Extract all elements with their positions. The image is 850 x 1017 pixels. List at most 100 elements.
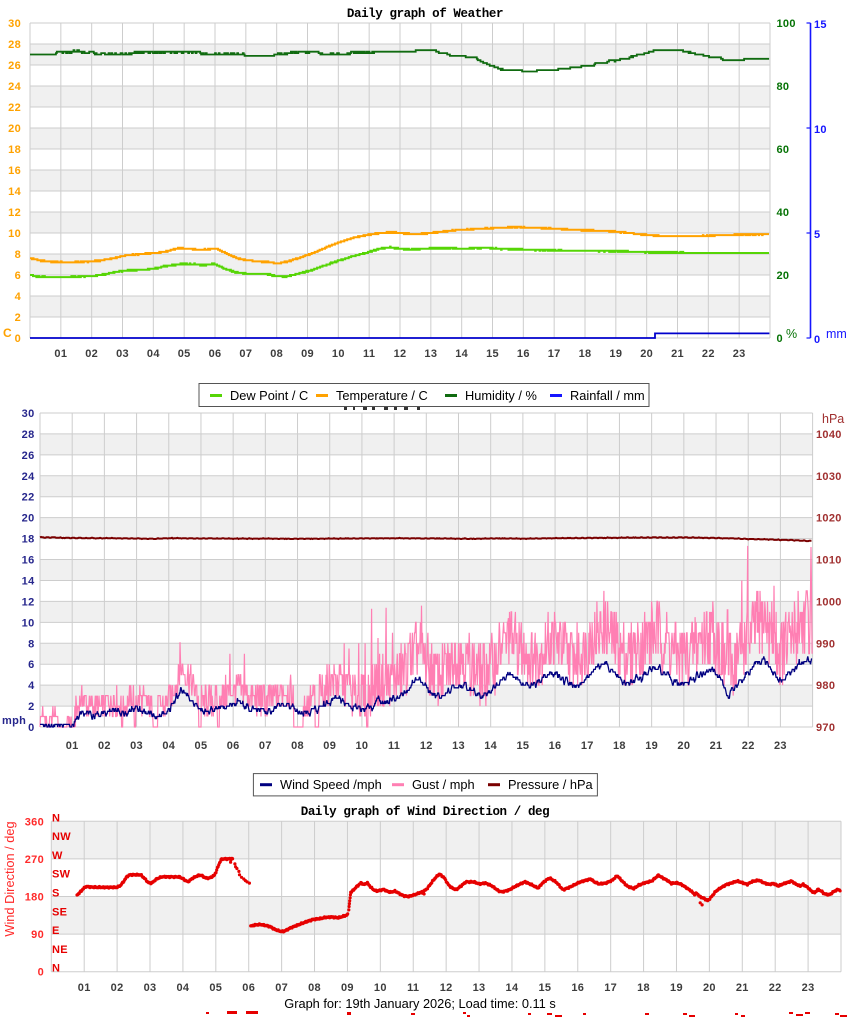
svg-text:03: 03 bbox=[144, 982, 157, 994]
svg-text:21: 21 bbox=[736, 982, 749, 994]
svg-text:06: 06 bbox=[227, 740, 240, 752]
svg-text:15: 15 bbox=[814, 19, 827, 31]
svg-text:16: 16 bbox=[8, 165, 21, 177]
svg-text:14: 14 bbox=[8, 186, 21, 198]
svg-text:Temperature / C: Temperature / C bbox=[336, 388, 428, 403]
svg-text:mph: mph bbox=[2, 715, 26, 727]
svg-text:4: 4 bbox=[15, 291, 22, 303]
svg-text:23: 23 bbox=[802, 982, 815, 994]
svg-text:5: 5 bbox=[814, 229, 820, 241]
svg-text:18: 18 bbox=[637, 982, 650, 994]
svg-text:Rainfall / mm: Rainfall / mm bbox=[570, 388, 645, 403]
svg-text:16: 16 bbox=[549, 740, 562, 752]
svg-text:Daily graph of Weather: Daily graph of Weather bbox=[347, 7, 503, 21]
svg-text:20: 20 bbox=[777, 270, 790, 282]
svg-text:SE: SE bbox=[52, 906, 67, 918]
svg-text:0: 0 bbox=[777, 333, 783, 345]
svg-text:14: 14 bbox=[22, 575, 35, 587]
svg-text:W: W bbox=[52, 850, 63, 862]
svg-text:N: N bbox=[52, 963, 60, 975]
svg-text:11: 11 bbox=[407, 982, 419, 994]
svg-text:90: 90 bbox=[31, 929, 44, 941]
svg-text:14: 14 bbox=[506, 982, 519, 994]
svg-text:18: 18 bbox=[22, 534, 35, 546]
svg-text:2: 2 bbox=[15, 312, 21, 324]
svg-text:19: 19 bbox=[609, 348, 622, 360]
svg-text:0: 0 bbox=[15, 333, 21, 345]
svg-text:10: 10 bbox=[332, 348, 345, 360]
svg-text:1020: 1020 bbox=[816, 513, 842, 525]
svg-text:22: 22 bbox=[742, 740, 755, 752]
svg-text:980: 980 bbox=[816, 680, 835, 692]
svg-text:12: 12 bbox=[8, 207, 21, 219]
svg-text:07: 07 bbox=[259, 740, 272, 752]
svg-text:17: 17 bbox=[548, 348, 561, 360]
svg-text:26: 26 bbox=[22, 450, 35, 462]
svg-text:02: 02 bbox=[85, 348, 98, 360]
svg-text:02: 02 bbox=[98, 740, 111, 752]
svg-text:18: 18 bbox=[579, 348, 592, 360]
svg-text:S: S bbox=[52, 888, 60, 900]
svg-text:03: 03 bbox=[130, 740, 143, 752]
svg-text:10: 10 bbox=[8, 228, 21, 240]
svg-text:4: 4 bbox=[28, 680, 35, 692]
svg-text:04: 04 bbox=[147, 348, 160, 360]
svg-text:360: 360 bbox=[25, 816, 44, 828]
svg-text:60: 60 bbox=[777, 144, 790, 156]
svg-text:NE: NE bbox=[52, 944, 68, 956]
svg-text:Wind Direction / deg: Wind Direction / deg bbox=[2, 821, 17, 936]
svg-text:17: 17 bbox=[604, 982, 617, 994]
svg-text:08: 08 bbox=[270, 348, 283, 360]
svg-text:09: 09 bbox=[341, 982, 354, 994]
svg-text:20: 20 bbox=[677, 740, 690, 752]
svg-text:03: 03 bbox=[116, 348, 129, 360]
svg-text:20: 20 bbox=[703, 982, 716, 994]
svg-text:E: E bbox=[52, 925, 60, 937]
svg-text:11: 11 bbox=[388, 740, 400, 752]
svg-text:21: 21 bbox=[710, 740, 723, 752]
svg-text:40: 40 bbox=[777, 207, 790, 219]
svg-text:08: 08 bbox=[291, 740, 304, 752]
svg-text:0: 0 bbox=[814, 334, 820, 346]
svg-text:05: 05 bbox=[195, 740, 208, 752]
svg-text:01: 01 bbox=[66, 740, 79, 752]
svg-text:hPa: hPa bbox=[822, 412, 844, 426]
svg-text:22: 22 bbox=[22, 492, 35, 504]
svg-text:10: 10 bbox=[374, 982, 387, 994]
svg-text:15: 15 bbox=[538, 982, 551, 994]
svg-text:NW: NW bbox=[52, 831, 71, 843]
svg-text:22: 22 bbox=[769, 982, 782, 994]
svg-text:09: 09 bbox=[323, 740, 336, 752]
svg-text:10: 10 bbox=[22, 617, 35, 629]
svg-text:05: 05 bbox=[209, 982, 222, 994]
svg-text:14: 14 bbox=[455, 348, 468, 360]
svg-text:06: 06 bbox=[242, 982, 255, 994]
svg-text:N: N bbox=[52, 812, 60, 824]
svg-text:11: 11 bbox=[363, 348, 375, 360]
svg-text:04: 04 bbox=[176, 982, 189, 994]
svg-text:6: 6 bbox=[28, 659, 34, 671]
svg-text:10: 10 bbox=[814, 124, 827, 136]
svg-text:12: 12 bbox=[440, 982, 453, 994]
svg-text:13: 13 bbox=[473, 982, 486, 994]
svg-text:18: 18 bbox=[8, 144, 21, 156]
svg-text:180: 180 bbox=[25, 892, 44, 904]
svg-text:1010: 1010 bbox=[816, 555, 842, 567]
svg-text:18: 18 bbox=[613, 740, 626, 752]
svg-text:24: 24 bbox=[22, 471, 35, 483]
svg-text:80: 80 bbox=[777, 81, 790, 93]
svg-text:01: 01 bbox=[78, 982, 91, 994]
svg-text:21: 21 bbox=[671, 348, 684, 360]
svg-text:270: 270 bbox=[25, 854, 44, 866]
svg-text:16: 16 bbox=[517, 348, 530, 360]
svg-text:mm: mm bbox=[826, 327, 847, 341]
svg-text:Humidity / %: Humidity / % bbox=[465, 388, 537, 403]
svg-text:23: 23 bbox=[733, 348, 746, 360]
svg-text:15: 15 bbox=[516, 740, 529, 752]
svg-text:2: 2 bbox=[28, 701, 34, 713]
svg-text:30: 30 bbox=[8, 18, 21, 30]
svg-text:Dew Point / C: Dew Point / C bbox=[230, 388, 308, 403]
svg-text:10: 10 bbox=[355, 740, 368, 752]
svg-text:8: 8 bbox=[15, 249, 21, 261]
svg-text:12: 12 bbox=[394, 348, 407, 360]
